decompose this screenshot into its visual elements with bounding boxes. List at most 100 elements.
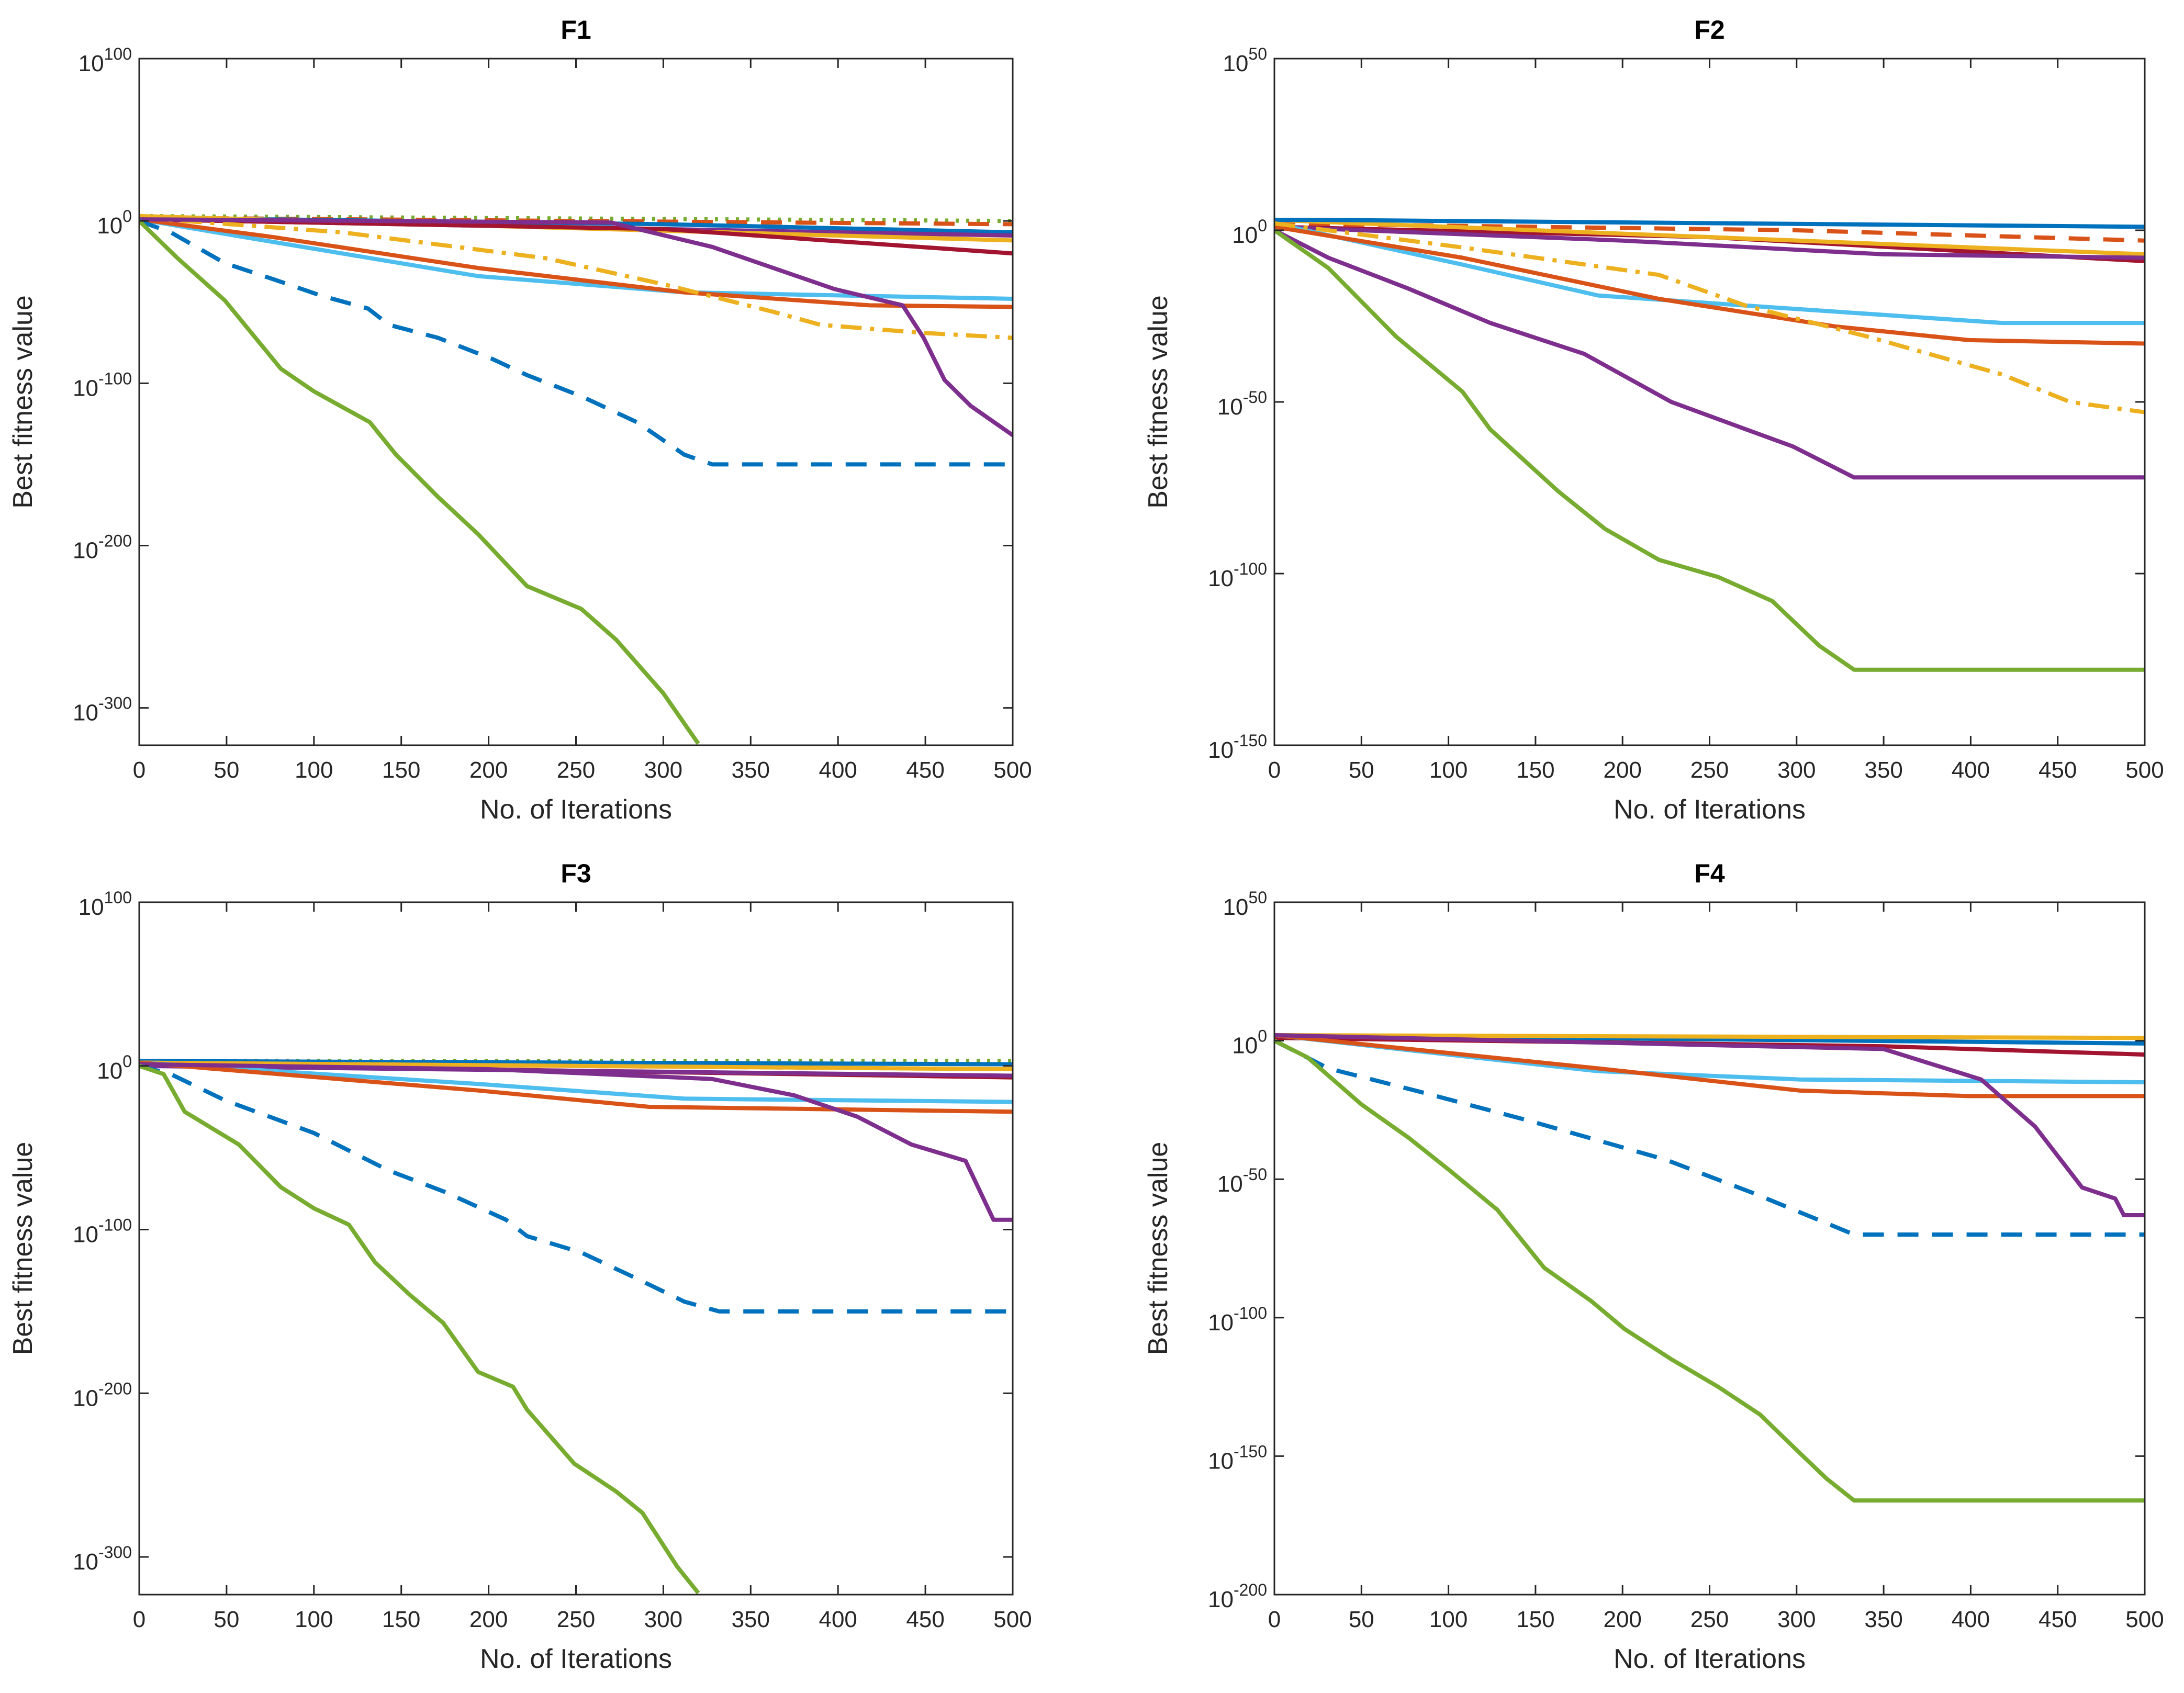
x-tick-label: 150 [382, 1607, 420, 1632]
y-tick-label: 100 [1232, 1027, 1267, 1059]
y-tick-base: 10 [1223, 51, 1248, 76]
series-line-7 [139, 217, 1013, 309]
x-tick-label: 100 [295, 757, 333, 783]
y-tick-exponent: 50 [1248, 888, 1267, 907]
x-tick-label: 400 [819, 1607, 857, 1632]
x-tick-label: 500 [2125, 757, 2164, 783]
series-line-6 [139, 217, 1013, 301]
y-tick-exponent: -200 [1234, 1580, 1267, 1599]
x-tick-label: 50 [214, 757, 239, 783]
y-tick-base: 10 [73, 1222, 98, 1248]
x-tick-label: 350 [1864, 1607, 1902, 1632]
chart-title: F4 [1694, 859, 1725, 888]
x-axis-label: No. of Iterations [480, 794, 672, 825]
y-axis-label: Best fitness value [1143, 295, 1173, 509]
subplot-f4: 0 50 100 150 200 250 300 350 400 450 50010-20010-1… [1143, 859, 2164, 1674]
series-line-5 [1274, 1033, 2145, 1217]
y-tick-label: 100 [97, 1052, 132, 1084]
series-line-2 [1274, 218, 2145, 256]
y-axis-label: Best fitness value [1143, 1142, 1173, 1355]
plot-area [1274, 902, 2145, 1595]
x-tick-label: 100 [1429, 757, 1468, 783]
y-tick-exponent: -100 [1234, 1304, 1267, 1322]
y-tick-exponent: 0 [122, 1052, 132, 1071]
y-tick-base: 10 [79, 51, 104, 76]
y-tick-exponent: 0 [1258, 216, 1267, 235]
y-tick-exponent: -100 [1234, 559, 1267, 578]
y-tick-exponent: -50 [1243, 388, 1267, 407]
plot-area [1274, 59, 2145, 745]
y-tick-base: 10 [1208, 566, 1234, 591]
x-axis-label: No. of Iterations [480, 1644, 672, 1674]
subplot-f2: 0 50 100 150 200 250 300 350 400 450 50010-15010-1… [1143, 15, 2164, 825]
series-group [139, 1059, 1013, 1595]
x-tick-label: 500 [2125, 1607, 2164, 1632]
series-line-6 [139, 1060, 1013, 1104]
series-line-9 [1274, 228, 2145, 672]
y-tick-label: 1050 [1223, 44, 1267, 76]
y-tick-label: 10-150 [1208, 731, 1267, 763]
x-tick-label: 200 [1603, 1607, 1641, 1632]
y-tick-label: 10-300 [73, 694, 132, 726]
x-tick-label: 250 [557, 757, 595, 783]
y-tick-base: 10 [1208, 1310, 1234, 1336]
series-line-7 [1274, 1039, 2145, 1503]
x-tick-label: 300 [644, 1607, 682, 1632]
series-line-3 [1274, 225, 2145, 260]
y-tick-label: 10-100 [1208, 1304, 1267, 1336]
x-tick-label: 0 [133, 1607, 145, 1632]
y-tick-exponent: -300 [98, 1543, 132, 1562]
y-tick-base: 10 [73, 537, 98, 563]
y-tick-base: 10 [73, 1549, 98, 1575]
x-tick-label: 350 [732, 1607, 770, 1632]
x-tick-label: 50 [214, 1607, 239, 1632]
y-tick-exponent: -50 [1243, 1165, 1267, 1184]
x-tick-label: 350 [732, 757, 770, 783]
x-tick-label: 50 [1349, 1607, 1374, 1632]
y-tick-exponent: 100 [104, 888, 132, 907]
series-line-3 [139, 1060, 1013, 1071]
series-line-9 [139, 217, 1013, 437]
y-axis-label: Best fitness value [8, 1142, 38, 1355]
y-tick-label: 10-100 [73, 1216, 132, 1248]
y-tick-base: 10 [73, 375, 98, 401]
series-line-4 [1274, 218, 2145, 229]
series-line-10 [139, 1064, 700, 1595]
series-line-8 [1274, 228, 2145, 480]
series-line-2 [1274, 1033, 2145, 1040]
subplot-f3: 0 50 100 150 200 250 300 350 400 450 50010-30010-2… [8, 859, 1032, 1674]
x-tick-label: 500 [993, 757, 1032, 783]
y-tick-exponent: -100 [98, 1216, 132, 1235]
chart-title: F3 [561, 859, 591, 888]
y-tick-label: 10-200 [1208, 1580, 1267, 1612]
series-group [1274, 1033, 2145, 1503]
y-tick-base: 10 [1232, 1033, 1258, 1059]
y-tick-label: 10-200 [73, 1379, 132, 1411]
x-tick-label: 200 [1603, 757, 1641, 783]
chart-title: F1 [561, 15, 591, 44]
y-tick-base: 10 [73, 1385, 98, 1411]
x-tick-label: 450 [906, 1607, 944, 1632]
y-tick-base: 10 [1217, 394, 1243, 420]
x-tick-label: 150 [1516, 757, 1554, 783]
x-tick-label: 150 [382, 757, 420, 783]
series-line-1 [139, 1059, 1013, 1067]
y-tick-base: 10 [1223, 894, 1248, 920]
x-tick-label: 200 [469, 1607, 508, 1632]
x-tick-label: 300 [1777, 1607, 1816, 1632]
x-tick-label: 250 [1690, 757, 1729, 783]
x-tick-label: 450 [2039, 1607, 2077, 1632]
x-axis-label: No. of Iterations [1614, 794, 1806, 825]
x-tick-label: 250 [557, 1607, 595, 1632]
y-tick-exponent: 100 [104, 44, 132, 63]
y-tick-base: 10 [97, 1058, 122, 1084]
y-tick-label: 10-150 [1208, 1442, 1267, 1474]
series-group [1274, 218, 2145, 672]
x-tick-label: 300 [1777, 757, 1816, 783]
x-tick-label: 500 [993, 1607, 1032, 1632]
chart-title: F2 [1694, 15, 1724, 44]
series-line-6 [1274, 225, 2145, 346]
x-tick-label: 400 [1952, 1607, 1990, 1632]
x-tick-label: 300 [644, 757, 682, 783]
